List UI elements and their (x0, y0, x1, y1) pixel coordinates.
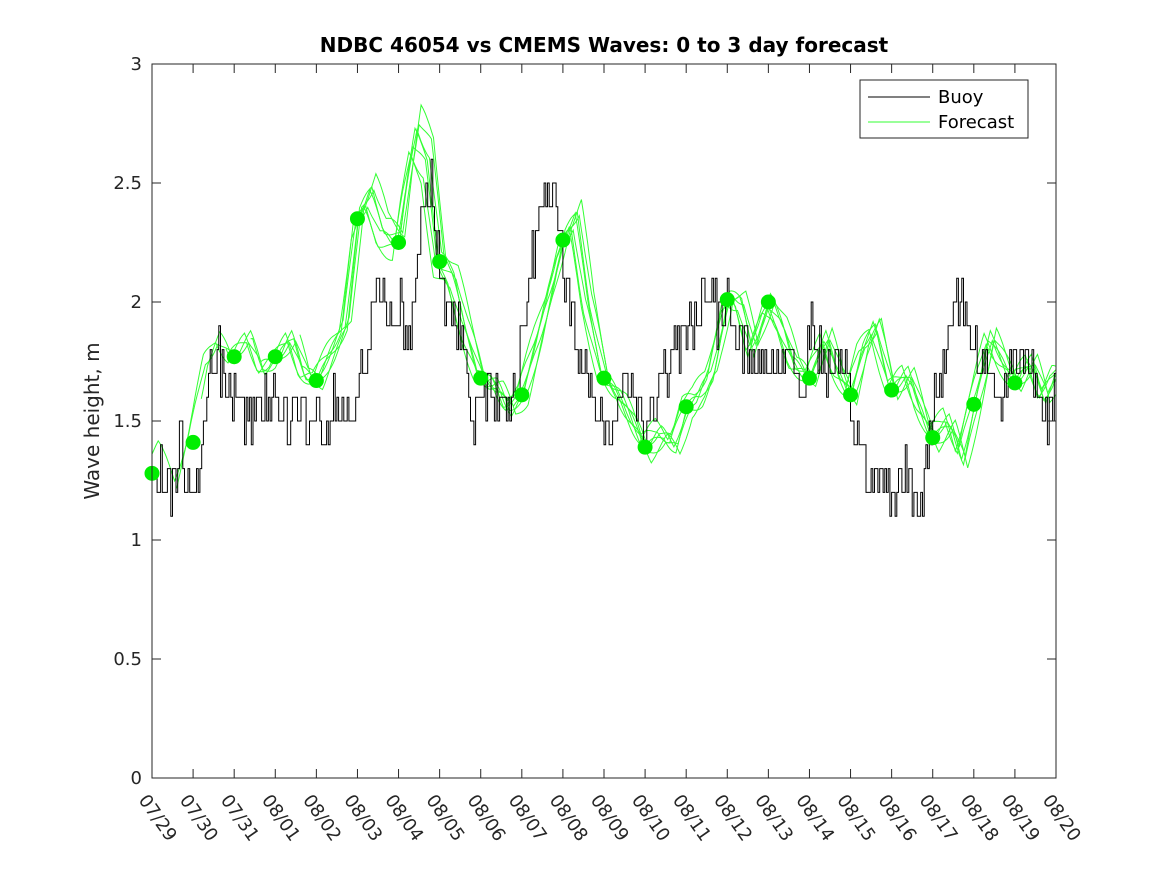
forecast-marker (1007, 375, 1023, 391)
y-axis-ticks: 0 0.5 1 1.5 2 2.5 3 (113, 54, 1056, 789)
x-tick-label: 08/03 (339, 791, 386, 846)
x-tick-label: 08/04 (380, 791, 427, 846)
forecast-series (151, 103, 1057, 489)
x-tick-label: 07/29 (134, 791, 181, 846)
legend-buoy-label: Buoy (938, 87, 984, 108)
forecast-marker (925, 430, 941, 446)
y-tick-label: 3 (131, 54, 142, 75)
forecast-line (299, 103, 1057, 469)
y-axis-label: Wave height, m (80, 342, 104, 499)
x-tick-label: 08/08 (545, 791, 592, 846)
x-tick-label: 08/09 (586, 791, 633, 846)
forecast-marker (226, 349, 242, 365)
y-tick-label: 2 (131, 292, 142, 313)
x-tick-label: 08/20 (1038, 791, 1085, 846)
x-tick-label: 08/05 (422, 791, 469, 846)
buoy-line (152, 158, 1056, 517)
buoy-series (152, 158, 1056, 517)
x-tick-label: 08/14 (791, 791, 838, 846)
forecast-marker (719, 292, 735, 308)
forecast-marker (432, 254, 448, 270)
forecast-marker (267, 349, 283, 365)
x-tick-label: 07/30 (175, 791, 222, 846)
forecast-marker (308, 373, 324, 389)
forecast-marker (596, 370, 612, 386)
forecast-marker (637, 439, 653, 455)
x-tick-label: 08/11 (668, 791, 715, 846)
x-tick-label: 08/19 (997, 791, 1044, 846)
x-tick-label: 08/16 (874, 791, 921, 846)
x-tick-label: 08/15 (832, 791, 879, 846)
forecast-marker (349, 211, 365, 227)
legend-forecast-label: Forecast (938, 112, 1014, 133)
forecast-line (275, 123, 1057, 459)
forecast-marker (884, 382, 900, 398)
x-tick-label: 08/17 (915, 791, 962, 846)
x-tick-label: 08/06 (463, 791, 510, 846)
forecast-marker (185, 434, 201, 450)
y-tick-label: 1 (131, 530, 142, 551)
y-tick-label: 0 (131, 768, 142, 789)
x-tick-label: 07/31 (216, 791, 263, 846)
x-tick-label: 08/18 (956, 791, 1003, 846)
chart-title: NDBC 46054 vs CMEMS Waves: 0 to 3 day fo… (320, 33, 889, 57)
x-tick-label: 08/10 (627, 791, 674, 846)
x-tick-label: 08/01 (257, 791, 304, 846)
x-tick-label: 08/13 (750, 791, 797, 846)
forecast-marker (473, 370, 489, 386)
forecast-marker (678, 399, 694, 415)
forecast-marker (391, 235, 407, 250)
y-tick-label: 2.5 (113, 173, 142, 194)
forecast-marker (514, 387, 530, 403)
x-tick-label: 08/02 (298, 791, 345, 846)
forecast-marker (966, 396, 982, 412)
y-tick-label: 1.5 (113, 411, 142, 432)
x-tick-label: 08/07 (504, 791, 551, 846)
forecast-marker (801, 370, 817, 386)
forecast-marker (555, 232, 571, 248)
forecast-marker (843, 387, 859, 403)
forecast-line (250, 127, 1057, 467)
legend-box (859, 79, 1029, 139)
forecast-marker (760, 294, 776, 310)
legend: Buoy Forecast (859, 79, 1029, 139)
y-tick-label: 0.5 (113, 649, 142, 670)
x-tick-label: 08/12 (709, 791, 756, 846)
